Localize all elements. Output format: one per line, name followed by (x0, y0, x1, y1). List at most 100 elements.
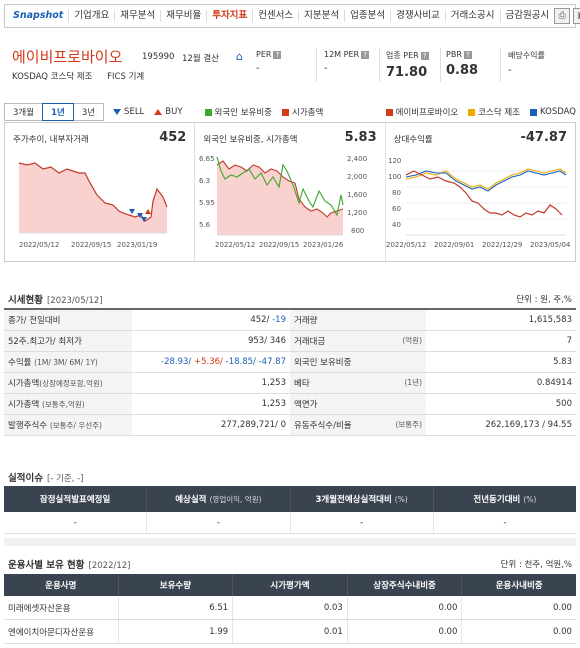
legend-company: 에이비프로바이오 (385, 106, 458, 118)
period-bar: 3개월 1년 3년 SELL BUY 외국인 보유비중 시가총액 에이비프로바이… (4, 103, 576, 121)
funds-date: [2022/12] (88, 561, 131, 571)
tab-investment-indicators[interactable]: 투자지표 (207, 10, 254, 22)
close-label: 종가/ 전일대비 (4, 309, 132, 331)
popup-icon[interactable]: ▣ (573, 8, 580, 24)
sell-marker-icon (113, 109, 122, 115)
x-axis-label: 2022/12/29 (482, 241, 522, 249)
y-axis-label: 6.65 (199, 155, 215, 163)
help-icon[interactable]: ? (273, 51, 282, 59)
table-row: 수익률 (1M/ 3M/ 6M/ 1Y) -28.93/ +5.36/ -18.… (4, 351, 576, 373)
column-header: 전년동기대비 (%) (473, 494, 537, 506)
tab-industry[interactable]: 업종분석 (345, 10, 392, 22)
help-icon[interactable]: ? (361, 51, 370, 59)
company-header: 에이비프로바이오 195990 12월 결산 ⌂ KOSDAQ 코스닥 제조 F… (4, 36, 576, 88)
sise-section-title: 시세현황 [2023/05/12] (8, 295, 103, 306)
period-1y-button[interactable]: 1년 (42, 103, 74, 121)
per-value: - (256, 63, 260, 74)
charts-panel: 주가추이, 내부자거래 452 2022/05/12 2022/09/15 20… (4, 122, 576, 262)
relative-return-chart[interactable]: 120 100 80 60 40 2022/05/12 2022/09/01 2… (386, 151, 576, 263)
y-axis-label: 2,400 (347, 155, 367, 163)
tab-competitors[interactable]: 경쟁사비교 (391, 10, 446, 22)
x-axis-label: 2023/01/26 (303, 241, 344, 249)
relative-return-chart-panel: 상대수익률 -47.87 120 100 80 60 40 2022/05/12… (386, 123, 575, 261)
legend-foreign: 외국인 보유비중 (204, 106, 272, 118)
foreign-chart-panel: 외국인 보유비중, 시가총액 5.83 6.65 6.3 5.95 5.6 2,… (195, 123, 386, 263)
y-axis-label: 120 (388, 157, 401, 165)
y-axis-label: 1,600 (347, 191, 367, 199)
period-3y-button[interactable]: 3년 (72, 103, 105, 121)
column-header: 예상실적 (영업이익, 억원) (147, 486, 291, 512)
fics-label: FICS 기계 (107, 72, 145, 82)
dividend-yield-metric: 배당수익률 - (508, 50, 545, 76)
y-axis-label: 2,000 (347, 173, 367, 181)
tab-financial-analysis[interactable]: 재무분석 (115, 10, 162, 22)
price-chart[interactable]: 2022/05/12 2022/09/15 2023/01/19 (5, 151, 195, 263)
beta-value: 0.84914 (426, 372, 576, 394)
tab-exchange-disclosure[interactable]: 거래소공시 (446, 10, 501, 22)
foreign-chart-title: 외국인 보유비중, 시가총액 (203, 135, 298, 145)
buy-marker-icon (154, 109, 163, 115)
industry-per-metric: 업종 PER? 71.80 (386, 50, 429, 80)
market-cap-value: 1,253 (132, 372, 290, 394)
buy-marker-icon (145, 209, 151, 214)
period-3m-button[interactable]: 3개월 (4, 103, 44, 121)
help-icon[interactable]: ? (420, 52, 429, 60)
column-header: 운용사내비중 (495, 581, 543, 591)
price-chart-panel: 주가추이, 내부자거래 452 2022/05/12 2022/09/15 20… (5, 123, 196, 263)
tab-ownership[interactable]: 지분분석 (299, 10, 346, 22)
dividend-yield-label: 배당수익률 (508, 51, 545, 60)
funds-section-title: 운용사별 보유 현황 [2022/12] (8, 560, 131, 571)
x-axis-label: 2022/05/12 (386, 241, 426, 249)
help-icon[interactable]: ? (463, 51, 472, 59)
foreign-chart[interactable]: 6.65 6.3 5.95 5.6 2,400 2,000 1,600 1,20… (195, 151, 385, 263)
tab-financial-ratio[interactable]: 재무비율 (161, 10, 208, 22)
tab-snapshot[interactable]: Snapshot (5, 10, 70, 22)
printer-icon[interactable]: ⎙ (554, 8, 571, 24)
relative-chart-value: -47.87 (520, 130, 567, 145)
sise-unit: 단위 : 원, 주,% (516, 295, 572, 305)
12m-per-value: - (324, 63, 328, 74)
per-metric: PER? - (256, 50, 282, 74)
legend-market-cap: 시가총액 (282, 106, 323, 118)
shares-value: 277,289,721/ 0 (132, 414, 290, 436)
settlement-month: 12월 결산 (182, 54, 219, 64)
pbr-value: 0.88 (446, 63, 479, 78)
y-axis-label: 6.3 (199, 177, 210, 185)
trade-amount-label: 거래대금 (억원) (290, 330, 426, 352)
home-icon[interactable]: ⌂ (236, 50, 243, 63)
sell-legend: SELL (113, 107, 144, 117)
fund-name: 엔에이치아문디자산운용 (4, 620, 119, 643)
foreign-chart-value: 5.83 (344, 130, 377, 145)
foreign-ratio-label: 외국인 보유비중 (290, 351, 426, 373)
tab-fss-disclosure[interactable]: 금감원공시 (505, 10, 550, 21)
fund-name: 미래에셋자산운용 (4, 596, 119, 619)
x-axis-label: 2023/01/19 (117, 241, 157, 249)
table-row: 시가총액 (보통주,억원) 1,253 액면가 500 (4, 393, 576, 415)
y-axis-label: 80 (392, 189, 401, 197)
x-axis-label: 2022/09/01 (434, 241, 474, 249)
legend-kosdaq: KOSDAQ (530, 107, 576, 117)
tab-consensus[interactable]: 컨센서스 (253, 10, 300, 22)
volume-value: 1,615,583 (426, 309, 576, 331)
y-axis-label: 1,200 (347, 209, 367, 217)
dividend-yield-value: - (508, 65, 512, 76)
table-row: 발행주식수 (보통주/ 우선주) 277,289,721/ 0 유동주식수/비율… (4, 414, 576, 436)
12m-per-label: 12M PER (324, 50, 360, 59)
relative-chart-title: 상대수익률 (393, 135, 433, 145)
x-axis-label: 2022/05/12 (215, 241, 255, 249)
y-axis-label: 40 (392, 221, 401, 229)
tab-company-overview[interactable]: 기업개요 (69, 10, 116, 22)
company-name: 에이비프로바이오 (12, 48, 123, 66)
close-value: 452/ -19 (132, 309, 290, 331)
pbr-metric: PBR? 0.88 (446, 50, 478, 78)
company-classification: KOSDAQ 코스닥 제조 FICS 기계 (12, 70, 156, 82)
float-label: 유동주식수/비율 (보통주) (290, 414, 426, 436)
y-axis-label: 60 (392, 205, 401, 213)
sell-marker-icon (129, 209, 147, 222)
funds-table-header: 운용사명 보유수량 시가평가액 상장주식수내비중 운용사내비중 (4, 574, 576, 596)
foreign-ratio-value: 5.83 (426, 351, 576, 373)
legend-industry: 코스닥 제조 (468, 106, 520, 118)
per-label: PER (256, 50, 272, 59)
column-header: 보유수량 (119, 574, 234, 596)
x-axis-label: 2023/05/04 (530, 241, 571, 249)
